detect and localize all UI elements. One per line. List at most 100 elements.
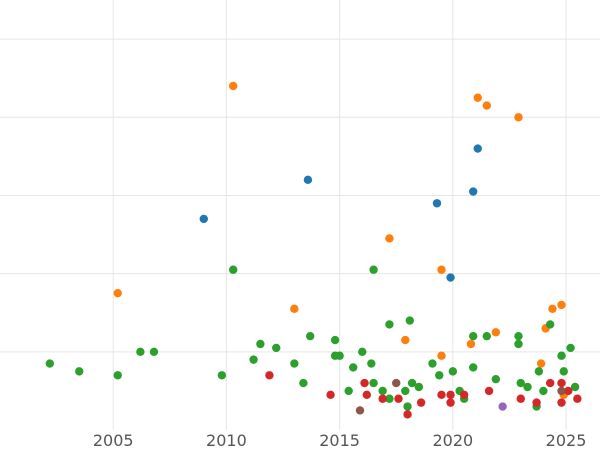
points-layer xyxy=(45,81,582,419)
data-point-green xyxy=(378,386,387,396)
data-point-green xyxy=(448,367,458,376)
data-point-green xyxy=(482,331,491,341)
data-point-green xyxy=(534,367,544,376)
data-point-green xyxy=(45,359,55,368)
data-point-orange xyxy=(401,335,410,345)
data-point-blue xyxy=(432,199,442,208)
x-tick-label: 2015 xyxy=(319,431,360,450)
data-point-green xyxy=(113,371,122,380)
data-point-red xyxy=(416,398,426,407)
data-point-green xyxy=(491,374,501,384)
data-point-green xyxy=(405,316,415,325)
data-point-red xyxy=(516,394,525,403)
data-point-orange xyxy=(290,304,299,314)
data-point-brown xyxy=(392,378,401,388)
data-point-green xyxy=(229,265,238,274)
data-point-green xyxy=(539,386,548,396)
data-point-orange xyxy=(514,113,523,122)
data-point-green xyxy=(428,359,437,368)
data-point-orange xyxy=(473,93,482,102)
data-point-green xyxy=(516,378,525,388)
data-point-green xyxy=(256,339,265,349)
data-point-red xyxy=(394,394,403,403)
data-point-green xyxy=(385,320,394,329)
data-point-orange xyxy=(385,234,394,243)
x-tick-label: 2010 xyxy=(206,431,247,450)
data-point-red xyxy=(446,390,455,400)
data-point-green xyxy=(514,339,523,349)
data-point-green xyxy=(344,386,353,396)
data-point-green xyxy=(523,382,532,392)
data-point-green xyxy=(385,394,394,403)
data-point-red xyxy=(545,378,555,388)
data-point-green xyxy=(403,402,412,411)
data-point-green xyxy=(217,371,227,380)
data-point-green xyxy=(367,359,376,368)
data-point-purple xyxy=(498,402,507,411)
data-point-red xyxy=(403,410,412,419)
data-point-green xyxy=(407,378,417,388)
data-point-green xyxy=(75,367,84,376)
data-point-green xyxy=(559,367,568,376)
data-point-green xyxy=(401,386,410,396)
data-point-green xyxy=(514,331,523,341)
data-point-brown xyxy=(355,406,365,415)
data-point-red xyxy=(564,386,573,396)
data-point-orange xyxy=(482,101,491,110)
data-point-green xyxy=(136,347,145,357)
data-point-green xyxy=(335,351,344,360)
data-point-orange xyxy=(536,359,546,368)
data-point-green xyxy=(469,363,478,372)
data-point-green xyxy=(566,343,575,353)
data-point-red xyxy=(446,398,455,407)
data-point-orange xyxy=(437,351,446,360)
data-point-green xyxy=(290,359,299,368)
data-point-orange xyxy=(548,304,557,314)
x-tick-label: 2020 xyxy=(432,431,473,450)
data-point-blue xyxy=(199,214,208,224)
data-point-green xyxy=(249,355,258,364)
data-point-red xyxy=(360,378,369,388)
data-point-green xyxy=(358,347,367,357)
data-point-red xyxy=(459,390,469,400)
data-point-green xyxy=(149,347,159,357)
grid-layer xyxy=(0,0,600,430)
data-point-red xyxy=(573,394,582,403)
data-point-green xyxy=(369,378,378,388)
data-point-green xyxy=(305,331,315,341)
data-point-green xyxy=(545,320,555,329)
data-point-green xyxy=(330,335,340,345)
data-point-orange xyxy=(113,288,122,298)
data-point-red xyxy=(484,386,494,396)
x-tick-labels: 2005 2010 2015 2020 2025 xyxy=(93,431,587,450)
data-point-green xyxy=(349,363,358,372)
data-point-red xyxy=(326,390,335,400)
data-point-blue xyxy=(469,187,478,196)
data-point-orange xyxy=(557,300,566,310)
data-point-green xyxy=(435,371,444,380)
data-point-blue xyxy=(446,273,455,282)
data-point-orange xyxy=(229,81,238,91)
data-point-green xyxy=(557,351,566,360)
data-point-red xyxy=(532,398,541,407)
data-point-red xyxy=(362,390,371,400)
data-point-green xyxy=(469,331,478,341)
data-point-blue xyxy=(473,144,482,153)
data-point-orange xyxy=(437,265,446,274)
data-point-red xyxy=(378,394,387,403)
data-point-red xyxy=(557,378,566,388)
data-point-green xyxy=(369,265,378,274)
data-point-blue xyxy=(303,175,313,185)
data-point-red xyxy=(557,398,566,407)
data-point-green xyxy=(414,382,424,392)
data-point-brown xyxy=(557,386,566,396)
data-point-green xyxy=(299,378,308,388)
data-point-red xyxy=(265,371,274,380)
data-point-orange xyxy=(466,339,476,349)
data-point-green xyxy=(272,343,281,353)
data-point-green xyxy=(570,382,580,392)
x-tick-label: 2025 xyxy=(546,431,587,450)
data-point-red xyxy=(437,390,446,400)
data-point-orange xyxy=(491,328,501,337)
